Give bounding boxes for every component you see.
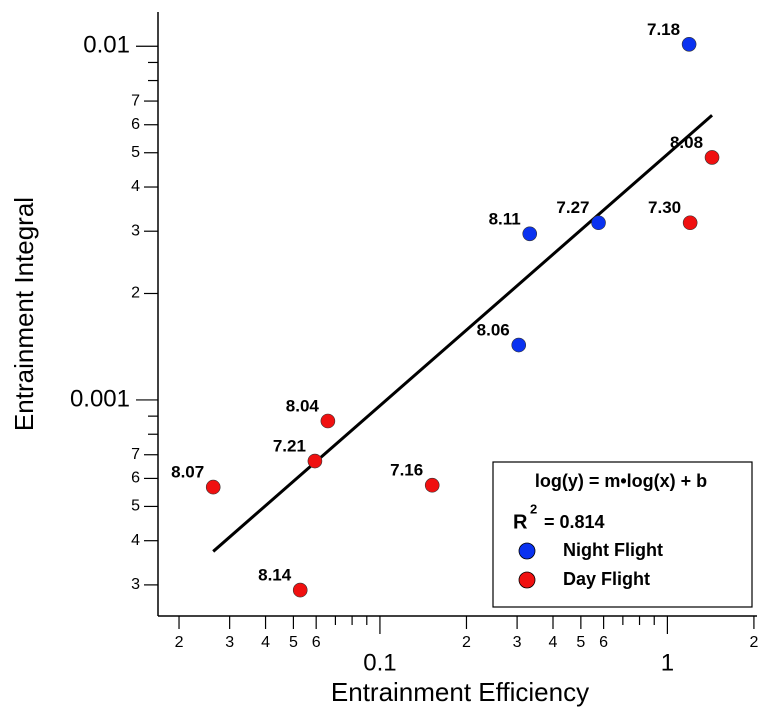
legend-r2-exponent: 2 — [530, 501, 537, 516]
x-tick-label: 4 — [549, 634, 558, 651]
legend-box — [492, 461, 753, 608]
legend-title: log(y) = m•log(x) + b — [535, 471, 707, 491]
y-tick-label: 5 — [131, 498, 140, 515]
legend-r2-symbol: R — [513, 511, 528, 533]
data-point — [591, 215, 606, 231]
data-point — [424, 477, 440, 493]
y-tick-label: 5 — [131, 144, 140, 161]
y-tick-label: 7 — [131, 446, 140, 463]
x-tick-label: 4 — [261, 634, 270, 651]
fit-line — [212, 114, 714, 553]
legend-r2-value: = 0.814 — [544, 512, 605, 532]
y-tick-label: 6 — [131, 470, 140, 487]
point-label: 8.11 — [489, 209, 521, 228]
point-label: 7.18 — [647, 20, 680, 39]
data-point — [704, 150, 720, 165]
point-label: 8.14 — [258, 566, 292, 585]
y-tick-label: 3 — [131, 576, 140, 593]
point-label: 7.16 — [390, 461, 423, 480]
x-tick-label: 6 — [312, 634, 321, 651]
y-tick-label: 3 — [131, 222, 140, 239]
x-tick-label: 3 — [513, 634, 522, 651]
data-point — [320, 413, 336, 429]
y-tick-label: 7 — [131, 92, 140, 109]
data-point — [522, 226, 538, 242]
data-point — [682, 215, 698, 231]
data-point — [681, 36, 697, 52]
x-tick-label: 2 — [749, 634, 758, 651]
point-label: 8.07 — [171, 463, 204, 482]
x-tick-label: 3 — [225, 634, 234, 651]
y-tick-label: 4 — [131, 532, 140, 549]
x-tick-label: 5 — [576, 634, 585, 651]
x-axis-title: Entrainment Efficiency — [331, 677, 589, 707]
legend-label: Day Flight — [563, 569, 650, 589]
point-label: 8.08 — [670, 133, 703, 152]
y-tick-label: 2 — [131, 285, 140, 302]
x-tick-label: 5 — [289, 634, 298, 651]
y-tick-label: 4 — [131, 178, 140, 195]
y-axis-title: Entrainment Integral — [9, 197, 39, 431]
point-label: 7.27 — [556, 198, 589, 217]
legend-marker — [518, 542, 536, 560]
y-tick-label: 6 — [131, 116, 140, 133]
point-label: 7.21 — [273, 436, 306, 455]
data-point — [307, 453, 323, 469]
data-point — [205, 479, 221, 495]
y-tick-label: 0.01 — [83, 32, 130, 59]
x-tick-label: 2 — [175, 634, 184, 651]
point-label: 7.30 — [648, 198, 681, 217]
y-tick-label: 0.001 — [70, 385, 130, 412]
point-label: 8.04 — [286, 396, 320, 415]
x-tick-label: 6 — [599, 634, 608, 651]
legend-marker — [518, 571, 536, 589]
x-tick-label: 2 — [462, 634, 471, 651]
data-point — [292, 582, 308, 598]
x-tick-label: 1 — [661, 649, 674, 676]
x-tick-label: 0.1 — [363, 649, 396, 676]
data-point — [511, 337, 527, 353]
point-label: 8.06 — [477, 321, 510, 340]
legend-label: Night Flight — [563, 540, 663, 560]
